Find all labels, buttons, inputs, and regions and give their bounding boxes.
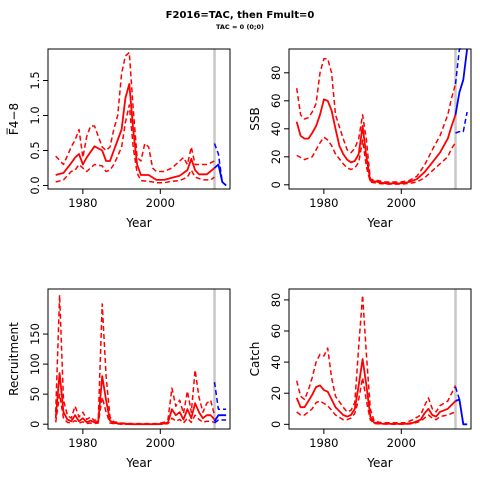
x-tick-label: 2000 xyxy=(387,196,416,210)
y-tick-label: 60 xyxy=(269,93,283,108)
y-tick-label: 80 xyxy=(269,65,283,80)
y-axis-label: Catch xyxy=(248,342,262,377)
x-tick-label: 2000 xyxy=(146,196,175,210)
plot-frame xyxy=(288,288,472,430)
y-tick-label: 0 xyxy=(28,421,42,428)
x-axis-label: Year xyxy=(366,216,392,230)
x-axis-label: Year xyxy=(366,456,392,470)
y-axis-label: Recruitment xyxy=(7,322,21,396)
x-tick-label: 1980 xyxy=(68,436,97,450)
series-line-lower xyxy=(55,104,215,184)
y-tick-label: 40 xyxy=(269,355,283,370)
series-line-upper xyxy=(55,51,215,173)
series-line-projection xyxy=(213,414,227,422)
y-tick-label: 50 xyxy=(28,387,42,402)
x-tick-label: 2000 xyxy=(146,436,175,450)
figure-title: F2016=TAC, then Fmult=0 xyxy=(165,10,315,21)
y-tick-label: 40 xyxy=(269,121,283,136)
panel-recruitment: 1980 2000 Year 0 50 100 150 Recruitment xyxy=(7,288,231,470)
y-tick-label: 20 xyxy=(269,149,283,164)
plot-frame xyxy=(47,48,231,190)
series-line-median xyxy=(55,83,216,181)
y-tick-label: 0 xyxy=(269,181,283,188)
series-line-projection xyxy=(454,386,468,426)
plot-frame xyxy=(47,288,231,430)
panel-ssb: 1980 2000 Year 0 20 40 60 80 SSB xyxy=(248,48,472,230)
series-line-projection xyxy=(454,48,468,115)
series-line-lower xyxy=(296,376,456,425)
y-tick-label: 100 xyxy=(28,353,42,375)
y-tick-label: 80 xyxy=(269,293,283,308)
series-line-projection xyxy=(455,111,468,134)
x-axis-label: Year xyxy=(125,216,151,230)
x-axis-label: Year xyxy=(125,456,151,470)
series-line-upper xyxy=(295,294,457,424)
x-tick-label: 1980 xyxy=(309,196,338,210)
y-axis-label: SSB xyxy=(248,107,262,130)
series-line-median xyxy=(295,358,457,425)
series-line-projection xyxy=(213,163,227,187)
y-tick-label: 60 xyxy=(269,324,283,339)
panel-catch: 1980 2000 Year 0 20 40 60 80 Catch xyxy=(248,288,472,470)
series-line-lower xyxy=(54,393,215,425)
series-line-median xyxy=(295,98,457,185)
y-axis-label: F̅4−8 xyxy=(6,103,21,135)
y-tick-label: 0 xyxy=(269,421,283,428)
series-line-projection xyxy=(213,381,227,410)
series-line-lower xyxy=(296,136,457,185)
series-line-projection xyxy=(214,419,227,424)
figure-subtitle: TAC = 0 (0;0) xyxy=(215,23,265,31)
x-tick-label: 1980 xyxy=(68,196,97,210)
x-tick-label: 2000 xyxy=(387,436,416,450)
series-line-upper xyxy=(295,58,457,183)
x-tick-label: 1980 xyxy=(309,436,338,450)
y-tick-label: 0.5 xyxy=(28,141,42,159)
y-tick-label: 1.0 xyxy=(28,106,42,124)
series-line-upper xyxy=(54,294,216,425)
series-line-projection xyxy=(213,143,227,187)
y-tick-label: 1.5 xyxy=(28,71,42,89)
y-tick-label: 0.0 xyxy=(28,176,42,194)
panel-fbar: 1980 2000 Year 0.0 0.5 1.0 1.5 F̅4−8 xyxy=(6,48,231,230)
plot-frame xyxy=(288,48,472,190)
y-tick-label: 150 xyxy=(28,323,42,345)
y-tick-label: 20 xyxy=(269,386,283,401)
